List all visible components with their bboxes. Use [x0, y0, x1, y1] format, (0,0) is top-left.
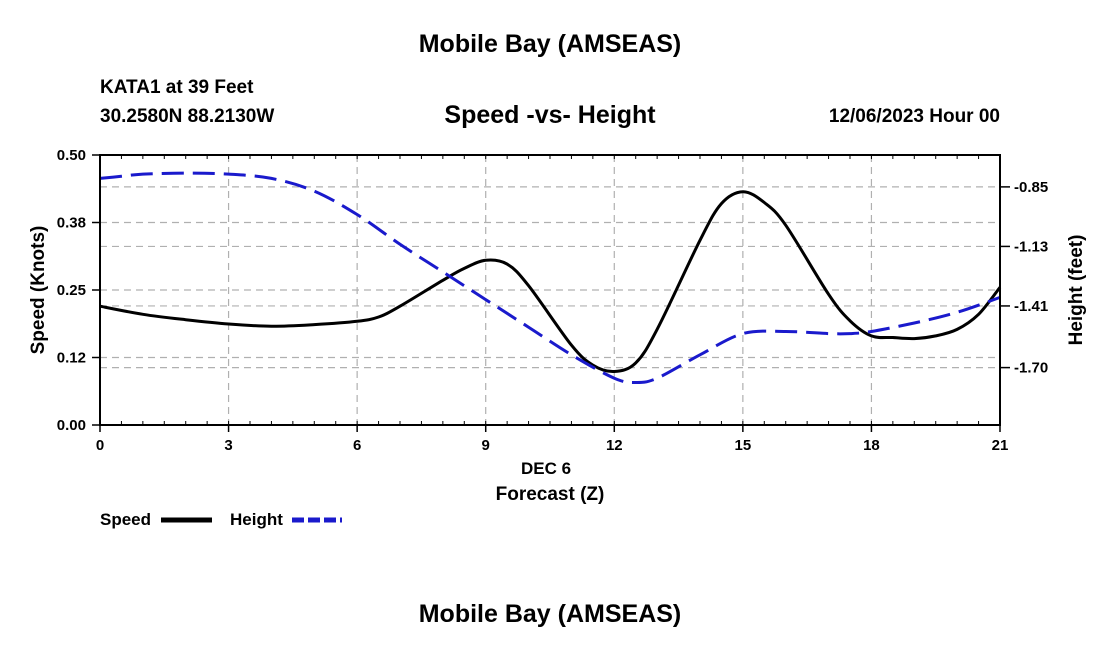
y-tick-label: 0.25: [57, 282, 86, 299]
x-tick-label: 9: [482, 437, 490, 454]
y2-axis-title: Height (feet): [1066, 235, 1087, 346]
legend-height-label: Height: [230, 510, 283, 529]
x-tick-label: 21: [992, 437, 1009, 454]
x-tick-label: 12: [606, 437, 623, 454]
series-speed-line: [99, 190, 1002, 374]
x-tick-label: 3: [224, 437, 232, 454]
chart-subtitle: Speed -vs- Height: [444, 101, 656, 129]
x-tick-label: 18: [863, 437, 880, 454]
y2-tick-label: -1.13: [1014, 238, 1048, 255]
series-height-line: [99, 171, 1001, 385]
x-axis-title: Forecast (Z): [496, 484, 605, 505]
x-tick-label: 15: [735, 437, 752, 454]
y2-tick-label: -0.85: [1014, 179, 1048, 196]
y-tick-label: 0.00: [57, 417, 86, 434]
legend-speed-label: Speed: [100, 510, 151, 529]
x-axis-date-label: DEC 6: [521, 459, 571, 478]
chart-main-title: Mobile Bay (AMSEAS): [418, 30, 682, 58]
forecast-datetime: 12/06/2023 Hour 00: [828, 106, 1000, 127]
grid-layer: [100, 155, 1000, 425]
y2-tick-label: -1.70: [1014, 360, 1048, 377]
x-tick-label: 6: [353, 437, 361, 454]
footer-title: Mobile Bay (AMSEAS): [418, 600, 682, 628]
legend: Speed Height: [100, 510, 342, 529]
series-layer: [99, 171, 1002, 385]
y-tick-label: 0.50: [57, 147, 86, 164]
x-tick-label: 0: [96, 437, 104, 454]
axis-layer: 0 3 6 9 12 15 18 21 0.00 0.12 0.25 0.38 0.50 -1.70 -1.…: [57, 147, 1048, 454]
y2-tick-label: -1.41: [1014, 298, 1048, 315]
station-label: KATA1 at 39 Feet: [100, 77, 254, 98]
station-coordinates: 30.2580N 88.2130W: [100, 106, 275, 127]
y-tick-label: 0.38: [57, 215, 86, 232]
y-axis-title: Speed (Knots): [28, 226, 49, 355]
y-tick-label: 0.12: [57, 350, 86, 367]
